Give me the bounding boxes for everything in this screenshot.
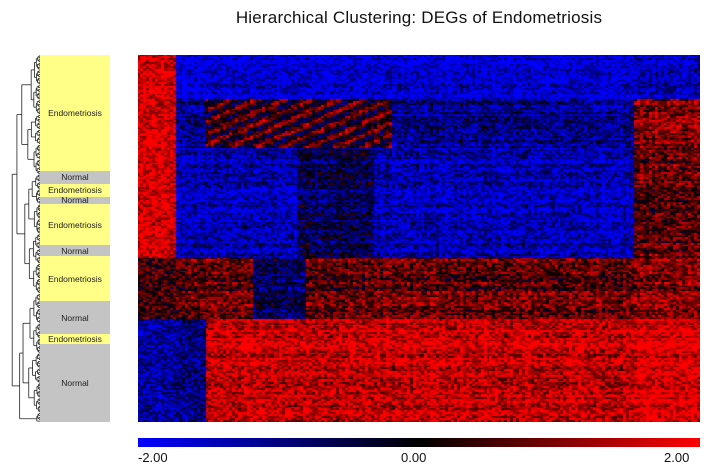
sample-group-endometriosis: Endometriosis [40,55,110,171]
color-scale-mid-label: 0.00 [401,450,427,465]
sample-group-label: Endometriosis [48,334,102,344]
sample-group-normal: Normal [40,245,110,257]
row-dendrogram [11,55,40,422]
sample-group-label: Endometriosis [48,107,102,118]
color-scale-bar [138,438,700,447]
sample-group-endometriosis: Endometriosis [40,334,110,344]
sample-group-label: Normal [61,377,89,388]
sample-group-endometriosis: Endometriosis [40,204,110,246]
heatmap [138,55,700,422]
sample-group-normal: Normal [40,196,110,205]
sample-group-normal: Normal [40,343,110,422]
sample-group-label: Endometriosis [48,185,102,196]
sample-group-label: Normal [61,245,89,256]
sample-group-normal: Normal [40,300,110,335]
sample-group-bands: Endometriosis Normal Endometriosis Normal En… [40,55,110,422]
sample-group-endometriosis: Endometriosis [40,183,110,197]
sample-group-label: Normal [61,196,89,205]
color-scale-min-label: -2.00 [138,450,168,465]
chart-title: Hierarchical Clustering: DEGs of Endomet… [235,8,603,27]
sample-group-endometriosis: Endometriosis [40,256,110,301]
sample-group-label: Endometriosis [48,219,102,230]
sample-group-label: Normal [61,172,89,183]
color-scale-max-label: 2.00 [664,450,690,465]
sample-group-label: Normal [61,312,89,323]
sample-group-normal: Normal [40,170,110,184]
sample-group-label: Endometriosis [48,273,102,284]
